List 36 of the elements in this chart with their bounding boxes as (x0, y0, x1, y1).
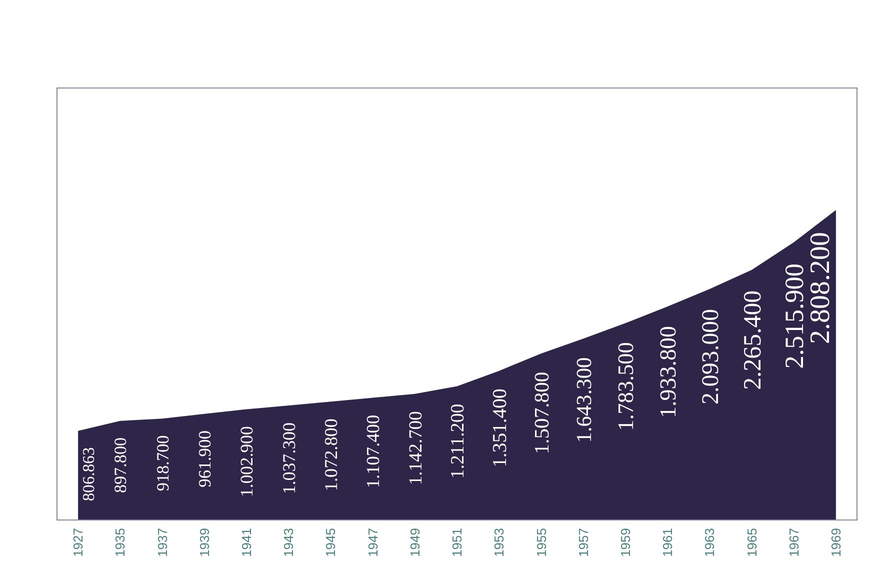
data-label: 1.037.300 (278, 422, 299, 494)
data-label: 1.072.800 (321, 418, 342, 492)
x-tick-label: 1927 (70, 528, 86, 557)
data-label: 961.900 (194, 430, 214, 488)
x-tick-label: 1963 (702, 528, 718, 557)
x-tick-label: 1941 (239, 528, 254, 557)
data-label: 897.800 (111, 437, 130, 494)
data-label: 1.783.500 (613, 342, 638, 431)
x-tick-label: 1939 (196, 528, 212, 557)
data-label: 1.643.300 (572, 357, 596, 443)
data-label: 1.142.700 (406, 411, 426, 486)
data-label: 1.933.800 (654, 326, 681, 418)
x-tick-label: 1951 (450, 528, 465, 557)
x-tick-label: 1955 (534, 528, 549, 557)
data-label: 2.093.000 (698, 308, 724, 405)
x-tick-label: 1947 (365, 528, 380, 557)
x-tick-label: 1943 (281, 528, 296, 557)
x-tick-label: 1967 (786, 528, 802, 557)
x-tick-label: 1935 (112, 528, 128, 557)
x-tick-label: 1953 (492, 528, 507, 557)
x-tick-label: 1937 (154, 528, 170, 557)
x-tick-label: 1949 (407, 528, 422, 557)
data-label: 1.107.400 (363, 414, 384, 488)
data-label: 918.700 (153, 435, 172, 492)
data-label: 1.351.400 (489, 388, 511, 468)
x-tick-label: 1969 (828, 528, 844, 557)
x-tick-label: 1965 (744, 528, 760, 557)
data-label: 1.507.800 (531, 372, 554, 454)
x-tick-label: 1945 (323, 528, 338, 557)
data-label: 1.211.200 (448, 404, 469, 479)
data-label: 2.265.400 (739, 290, 766, 390)
data-label: 1.002.900 (236, 426, 257, 497)
data-label: 806.863 (78, 447, 98, 502)
x-tick-label: 1959 (618, 528, 633, 557)
x-tick-label: 1961 (660, 528, 676, 557)
x-tick-label: 1957 (576, 528, 591, 557)
